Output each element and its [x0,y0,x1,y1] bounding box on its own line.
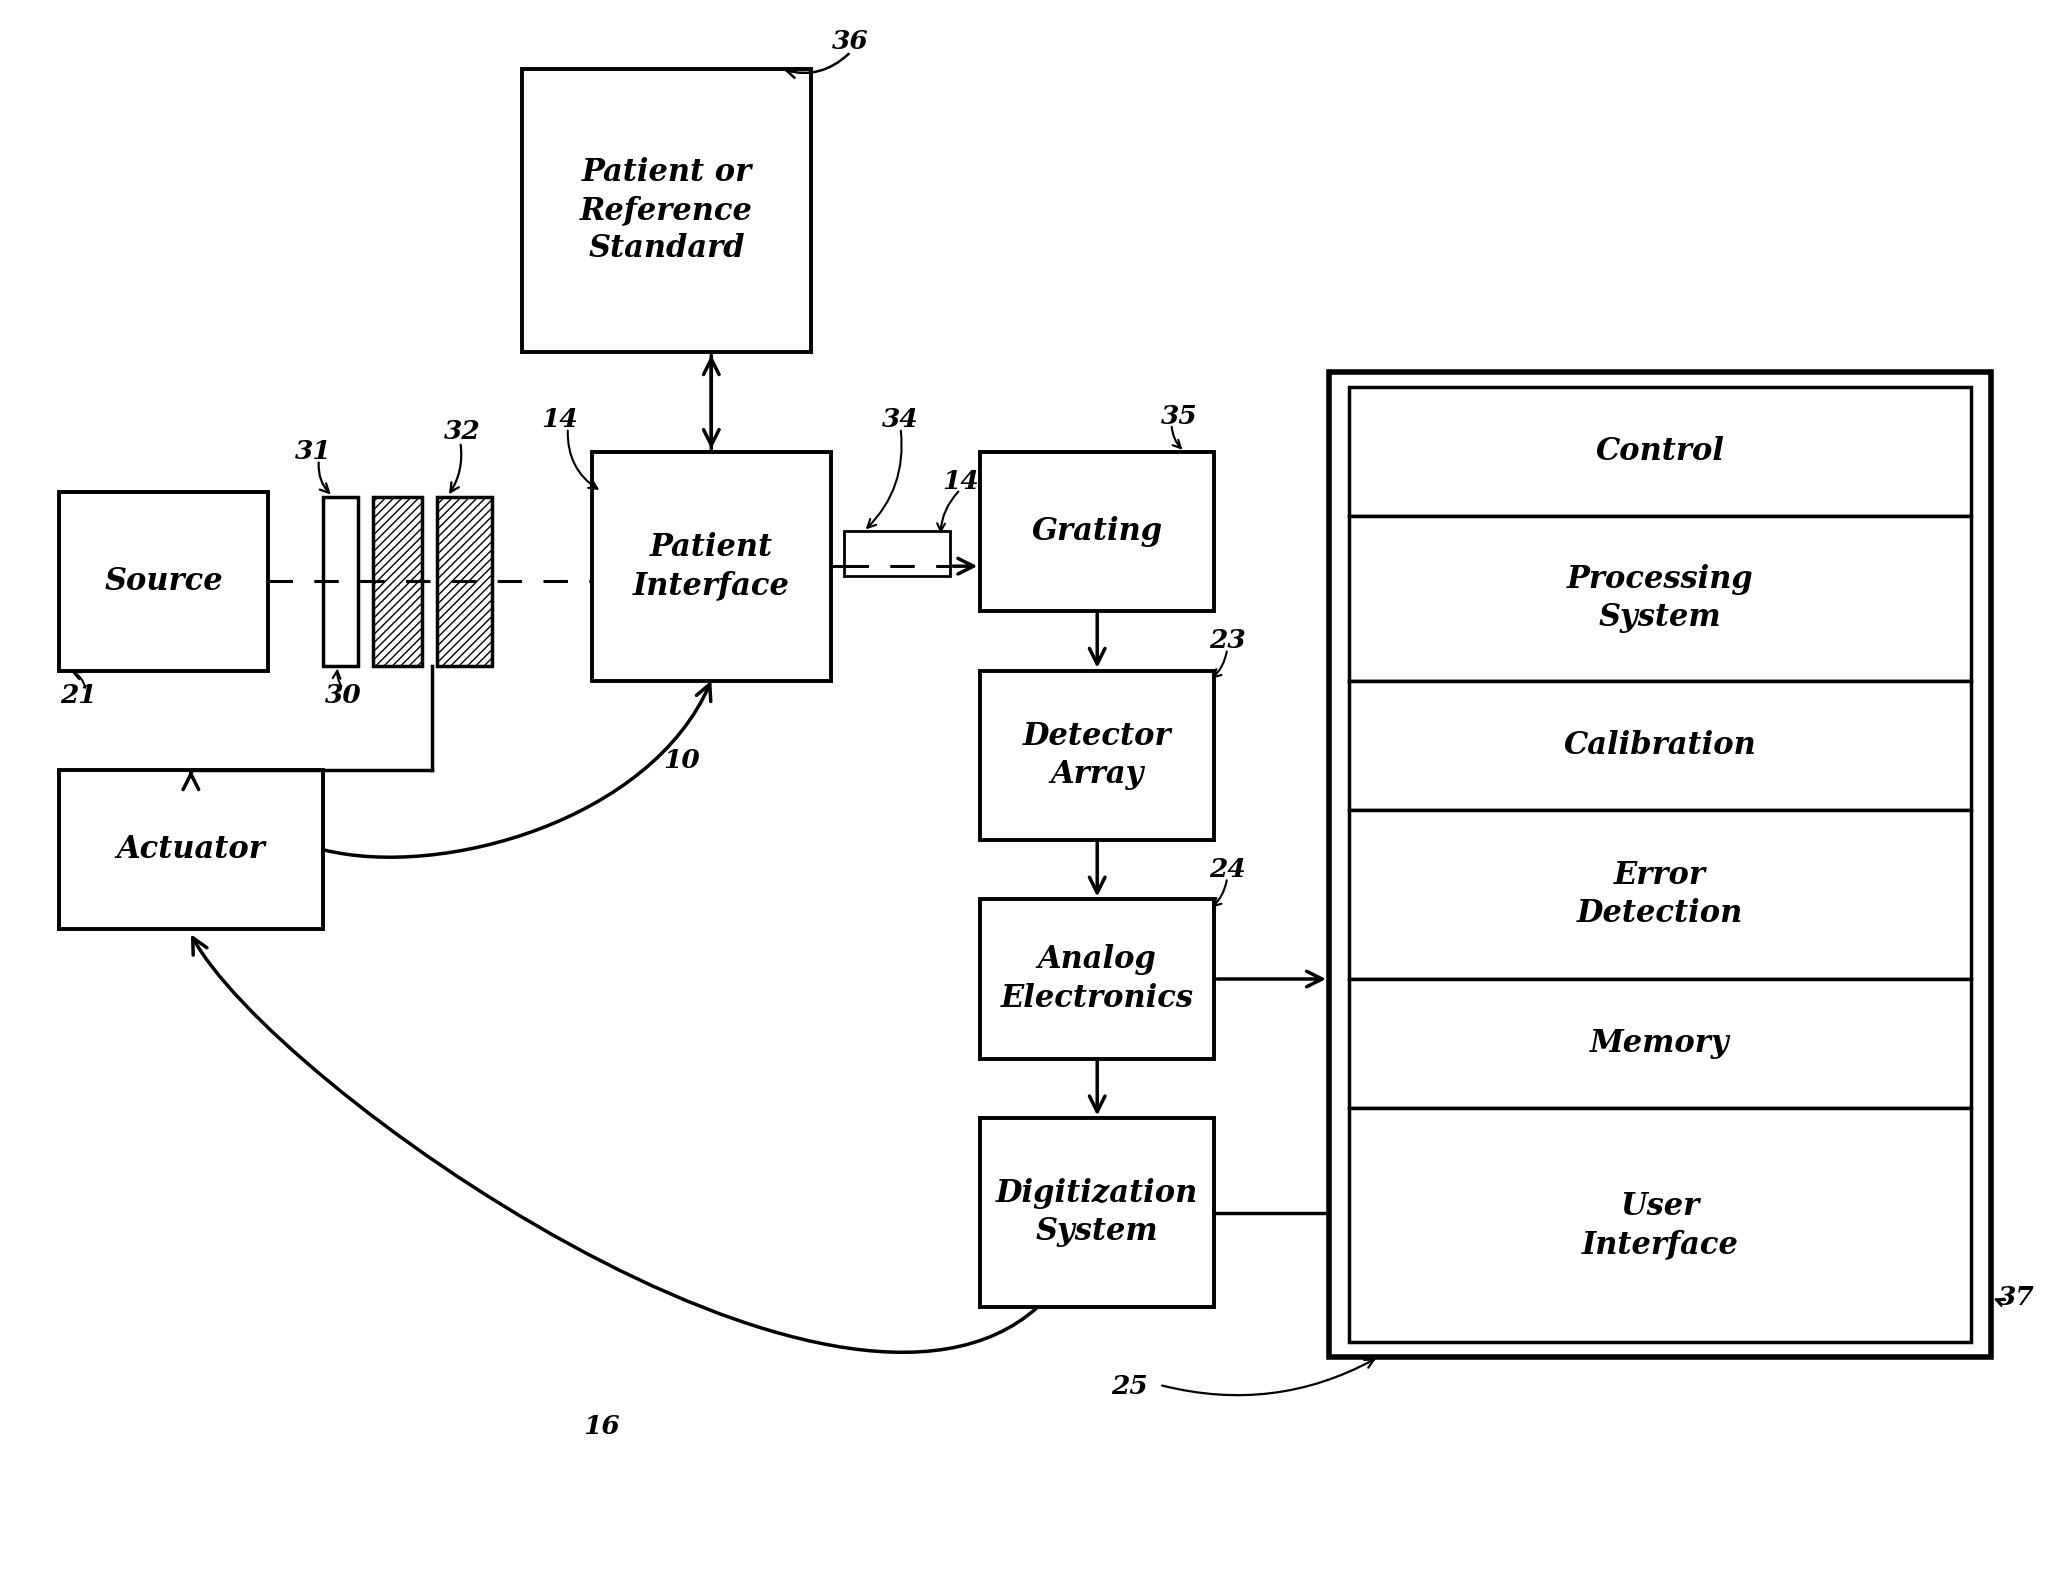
Bar [1348,979,1971,1109]
Bar [60,492,267,671]
Text: 16: 16 [584,1414,621,1440]
Bar [980,452,1215,611]
Text: Memory: Memory [1591,1028,1730,1060]
Bar [1348,516,1971,680]
Bar [980,671,1215,840]
FancyArrowPatch shape [193,938,1038,1353]
Text: Digitization
System: Digitization System [997,1179,1198,1247]
Text: 30: 30 [325,683,362,709]
Bar [980,1118,1215,1307]
Bar [1330,372,1991,1357]
Text: 14: 14 [543,408,577,432]
Bar [438,497,493,666]
Bar [845,532,949,576]
Text: Analog
Electronics: Analog Electronics [1001,944,1194,1014]
Text: 14: 14 [941,470,978,494]
Text: 35: 35 [1161,405,1198,429]
Text: 32: 32 [444,419,481,445]
Text: 36: 36 [832,30,869,54]
Text: Detector
Array: Detector Array [1023,720,1171,789]
Text: Calibration: Calibration [1564,729,1757,761]
Text: 37: 37 [1997,1285,2034,1310]
Text: Patient or
Reference
Standard: Patient or Reference Standard [580,157,752,264]
Text: Grating: Grating [1032,516,1163,547]
Bar [60,770,323,929]
Text: Actuator: Actuator [117,834,265,865]
Text: 21: 21 [60,683,97,709]
Text: Error
Detection: Error Detection [1576,861,1743,929]
Text: 24: 24 [1208,857,1245,883]
Bar [1348,1109,1971,1342]
FancyArrowPatch shape [323,683,711,857]
Text: Patient
Interface: Patient Interface [633,532,789,601]
Bar [372,497,423,666]
Text: 25: 25 [1112,1375,1149,1400]
Bar [592,452,830,680]
Bar [980,900,1215,1058]
Text: 34: 34 [882,408,919,432]
Text: Control: Control [1595,437,1724,467]
Bar [1348,388,1971,516]
Text: Source: Source [105,566,222,596]
Bar [1348,680,1971,810]
Text: User
Interface: User Interface [1582,1191,1739,1259]
Bar [1348,810,1971,979]
Text: 10: 10 [664,748,701,772]
Bar [522,70,812,353]
Text: Processing
System: Processing System [1566,563,1753,633]
Text: 23: 23 [1208,628,1245,653]
Text: 31: 31 [294,440,331,464]
Bar [323,497,358,666]
